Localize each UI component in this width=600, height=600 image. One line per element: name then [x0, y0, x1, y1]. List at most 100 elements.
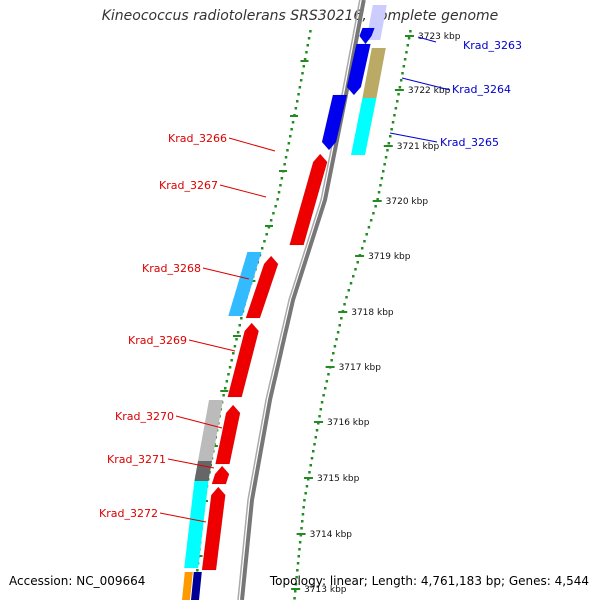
- track-dot: [293, 597, 296, 600]
- track-dot: [327, 373, 330, 376]
- track-dot: [354, 268, 357, 271]
- gene-feature-khaki: [362, 48, 386, 98]
- track-dot: [372, 212, 375, 215]
- track-dot: [318, 415, 321, 418]
- track-dot: [379, 184, 382, 187]
- gene-feature-red: [227, 322, 259, 398]
- track-dot: [300, 527, 303, 530]
- track-dot: [365, 233, 368, 236]
- track-dot: [301, 513, 305, 516]
- track-dot: [296, 100, 299, 103]
- track-dot: [347, 289, 351, 292]
- track-dot: [398, 86, 402, 89]
- track-dot: [396, 100, 399, 103]
- track-dot: [393, 114, 396, 117]
- reverse-gene-label[interactable]: Krad_3268: [142, 262, 201, 275]
- track-dot: [228, 366, 232, 369]
- track-dot: [233, 345, 237, 348]
- track-dot: [232, 352, 235, 355]
- forward-gene-label[interactable]: Krad_3263: [463, 39, 522, 52]
- track-dot: [384, 156, 388, 159]
- forward-gene-label[interactable]: Krad_3265: [440, 136, 499, 149]
- track-dot: [406, 44, 409, 47]
- scale-tick-mark: [372, 200, 382, 202]
- gene-feature-red: [215, 404, 241, 465]
- track-dot: [307, 37, 311, 40]
- gene-feature-blue: [321, 94, 348, 151]
- reverse-gene-label[interactable]: Krad_3269: [128, 334, 187, 347]
- track-dot: [301, 72, 304, 75]
- track-dot: [286, 149, 289, 152]
- track-dot: [374, 205, 377, 208]
- map-title: Kineococcus radiotolerans SRS30216, comp…: [101, 8, 499, 24]
- accession-text: Accession: NC_009664: [9, 574, 146, 588]
- track-dot: [403, 58, 407, 61]
- gene-feature-gray: [198, 400, 223, 461]
- track-dot: [389, 135, 392, 138]
- track-dot: [386, 149, 389, 152]
- track-dot: [315, 429, 319, 432]
- gene-feature-blue: [359, 27, 375, 45]
- track-dot: [306, 478, 310, 481]
- track-dot: [284, 156, 288, 159]
- track-dash: [279, 170, 287, 172]
- reverse-gene-label[interactable]: Krad_3267: [159, 179, 218, 192]
- track-dot: [325, 380, 329, 383]
- scale-tick-label: 3720 kbp: [386, 197, 429, 207]
- reverse-gene-label[interactable]: Krad_3270: [115, 410, 174, 423]
- track-dot: [397, 93, 400, 96]
- track-dot: [308, 471, 311, 474]
- track-dot: [196, 569, 199, 572]
- track-dot: [299, 79, 303, 82]
- track-dot: [294, 583, 298, 586]
- reverse-gene-leader: [228, 137, 276, 152]
- gene-feature-cyan: [184, 481, 209, 568]
- track-dot: [303, 58, 307, 61]
- track-dot: [298, 541, 302, 544]
- gene-features: [182, 5, 387, 600]
- scale-tick-mark: [338, 311, 348, 313]
- scale-tick-label: 3714 kbp: [310, 530, 353, 540]
- track-dot: [290, 128, 293, 131]
- scale-tick-label: 3713 kbp: [304, 585, 347, 595]
- track-dot: [369, 219, 373, 222]
- track-dot: [289, 135, 292, 138]
- forward-gene-leader: [417, 36, 437, 43]
- track-dot: [356, 261, 359, 264]
- reverse-gene-label[interactable]: Krad_3266: [168, 132, 227, 145]
- track-dot: [301, 520, 304, 523]
- track-dot: [304, 492, 307, 495]
- track-dot: [302, 65, 306, 68]
- track-dot: [390, 128, 393, 131]
- scale-tick-mark: [314, 421, 324, 423]
- track-dot: [320, 401, 324, 404]
- forward-gene-leader: [401, 77, 451, 91]
- track-dot: [383, 163, 386, 166]
- track-dot: [349, 282, 353, 285]
- track-dot: [363, 240, 366, 243]
- gene-feature-orange: [182, 572, 193, 600]
- track-dot: [314, 436, 318, 439]
- scale-tick-mark: [394, 89, 404, 91]
- track-dot: [333, 345, 337, 348]
- gene-feature-red: [201, 486, 226, 571]
- forward-gene-leader: [389, 132, 438, 143]
- track-dot: [296, 569, 299, 572]
- track-dot: [335, 338, 338, 341]
- reverse-gene-label[interactable]: Krad_3272: [99, 507, 158, 520]
- genome-stats-text: Topology: linear; Length: 4,761,183 bp; …: [269, 574, 589, 588]
- track-dot: [380, 177, 384, 180]
- track-dash: [300, 60, 309, 62]
- track-dot: [294, 107, 298, 110]
- forward-gene-label[interactable]: Krad_3264: [452, 83, 511, 96]
- scale-tick-label: 3719 kbp: [368, 252, 411, 262]
- reverse-gene-label[interactable]: Krad_3271: [107, 453, 166, 466]
- track-dash: [290, 115, 298, 117]
- track-dot: [376, 198, 379, 201]
- track-dot: [230, 359, 233, 362]
- scale-tick-mark: [296, 533, 306, 535]
- scale-tick-label: 3715 kbp: [317, 474, 360, 484]
- scale-tick-mark: [303, 477, 313, 479]
- track-dot: [267, 226, 271, 229]
